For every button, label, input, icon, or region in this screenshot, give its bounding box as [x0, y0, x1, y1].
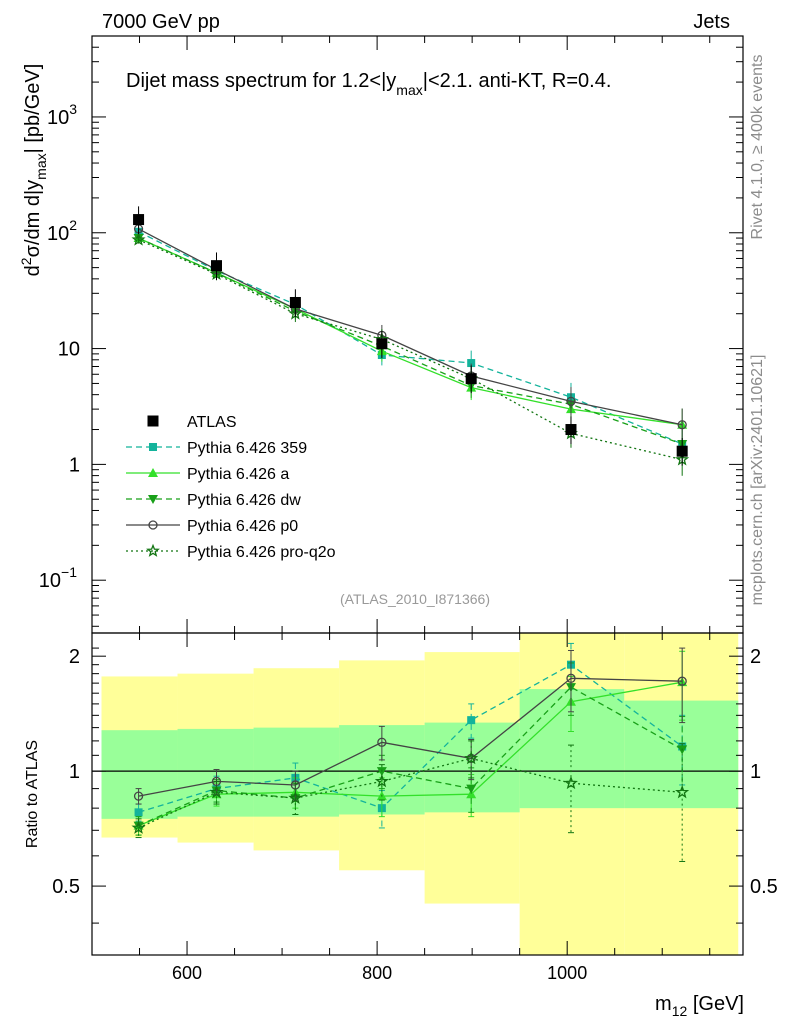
main-series-point [677, 420, 687, 430]
ratio-series-point [288, 790, 303, 804]
legend-marker [148, 520, 158, 530]
main-series-point [467, 359, 476, 368]
y-tick-label: 10−1 [39, 564, 77, 592]
header-energy-label: 7000 GeV pp [102, 11, 220, 33]
ratio-axis-label: Ratio to ATLAS [24, 740, 41, 848]
main-series-point [566, 396, 576, 407]
ratio-series-point [376, 767, 387, 777]
main-series-line [138, 228, 683, 426]
ratio-series-point [677, 676, 687, 686]
ratio-series-layer [131, 642, 690, 862]
atlas-data-point [465, 373, 477, 385]
legend-label: Pythia 6.426 pro-q2o [187, 544, 336, 561]
atlas-data-point [676, 445, 688, 457]
x-tick-label: 1000 [547, 963, 587, 983]
legend-label: Pythia 6.426 a [187, 466, 289, 483]
ratio-series-point [374, 774, 389, 788]
x-tick-label: 600 [172, 963, 202, 983]
axes-ticks: 600 800 1000 10−1 1 10 102 103 0.5 0.5 1 1 2 2 [39, 35, 778, 983]
mcplots-label: mcplots.cern.ch [arXiv:2401.10621] [749, 355, 766, 606]
main-series-layer [131, 206, 690, 476]
ratio-series-point [675, 784, 690, 799]
y-tick-label: 103 [47, 101, 77, 129]
x-tick-label: 800 [362, 963, 392, 983]
ratio-tick-label-left: 0.5 [52, 876, 80, 898]
header-observable-label: Jets [693, 11, 730, 33]
y-axis-label: d2σ/dm d|ymax| [pb/GeV] [18, 64, 49, 277]
ratio-tick-label-left: 1 [69, 761, 80, 783]
main-series-point [131, 232, 146, 246]
ratio-stat-band [253, 727, 340, 817]
atlas-data-point [376, 338, 388, 350]
ratio-series-point [467, 716, 476, 725]
rivet-label: Rivet 4.1.0, ≥ 400k events [749, 55, 766, 240]
y-tick-label: 1 [69, 454, 80, 476]
ratio-series-point [133, 821, 144, 831]
ratio-series-point [566, 673, 576, 683]
atlas-data-point [289, 296, 301, 308]
legend-marker [146, 543, 160, 557]
ratio-series-point [377, 737, 387, 747]
ratio-series-point [464, 751, 479, 765]
ratio-tick-label-left: 2 [69, 646, 80, 668]
x-axis-label: m12 [GeV] [655, 993, 744, 1019]
ratio-series-point [466, 784, 477, 794]
legend: ATLAS Pythia 6.426 359 Pythia 6.426 a Pythi… [126, 414, 336, 561]
analysis-id-label: (ATLAS_2010_I871366) [340, 591, 490, 607]
legend-label: ATLAS [187, 414, 237, 431]
ratio-series-point [131, 820, 146, 834]
ratio-stat-band [519, 689, 625, 809]
legend-marker [149, 443, 157, 451]
legend-marker [148, 495, 158, 504]
ratio-tick-label-right: 2 [750, 646, 761, 668]
legend-label: Pythia 6.426 359 [187, 440, 307, 457]
ratio-series-point [209, 784, 224, 799]
atlas-data-point [133, 214, 145, 226]
atlas-data-point [210, 260, 222, 272]
ratio-plot-frame [91, 632, 744, 956]
ratio-series-point [564, 775, 578, 790]
ratio-stat-band [101, 730, 178, 819]
ratio-tick-label-right: 0.5 [750, 876, 778, 898]
legend-marker-atlas [147, 415, 159, 427]
ratio-series-point [134, 808, 143, 817]
ratio-tick-label-right: 1 [750, 761, 761, 783]
y-tick-label: 10 [58, 339, 80, 361]
legend-label: Pythia 6.426 p0 [187, 518, 298, 535]
legend-label: Pythia 6.426 dw [187, 492, 301, 509]
atlas-data-point [565, 424, 577, 436]
y-tick-label: 102 [47, 217, 77, 245]
chart-title: Dijet mass spectrum for 1.2<|ymax|<2.1. … [126, 70, 611, 98]
legend-marker [148, 468, 158, 477]
ratio-series-point [133, 791, 144, 801]
